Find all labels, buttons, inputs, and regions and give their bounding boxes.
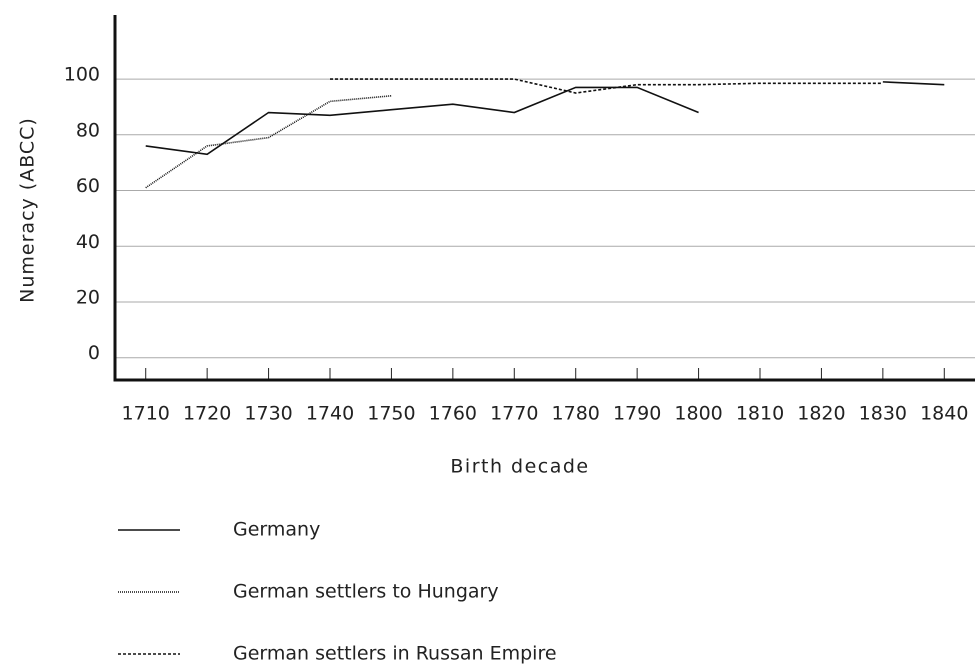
x-tick-label: 1840 (920, 403, 968, 425)
y-tick-label: 40 (76, 231, 100, 253)
legend-label: German settlers to Hungary (233, 581, 499, 603)
legend-label: Germany (233, 519, 320, 541)
series-line (145, 95, 392, 189)
y-tick-label: 0 (88, 342, 100, 364)
x-tick-label: 1770 (490, 403, 538, 425)
x-tick-label: 1740 (306, 403, 354, 425)
x-tick-label: 1800 (674, 403, 722, 425)
y-tick-label: 80 (76, 119, 100, 141)
legend-label: German settlers in Russan Empire (233, 643, 557, 664)
x-tick-label: 1730 (244, 403, 292, 425)
x-tick-label: 1780 (552, 403, 600, 425)
x-tick-label: 1710 (122, 403, 170, 425)
x-tick-label: 1820 (797, 403, 845, 425)
x-tick-label: 1720 (183, 403, 231, 425)
y-tick-label: 20 (76, 286, 100, 308)
x-tick-label: 1790 (613, 403, 661, 425)
x-tick-label: 1750 (367, 403, 415, 425)
series-line (882, 81, 945, 86)
y-tick-label: 60 (76, 175, 100, 197)
x-tick-label: 1830 (859, 403, 907, 425)
x-tick-label: 1760 (429, 403, 477, 425)
y-axis-label: Numeracy (ABCC) (17, 117, 39, 303)
series-line (330, 78, 883, 94)
x-axis-label: Birth decade (450, 456, 589, 478)
series-line (145, 86, 699, 156)
x-tick-label: 1810 (736, 403, 784, 425)
y-tick-label: 100 (64, 64, 100, 86)
